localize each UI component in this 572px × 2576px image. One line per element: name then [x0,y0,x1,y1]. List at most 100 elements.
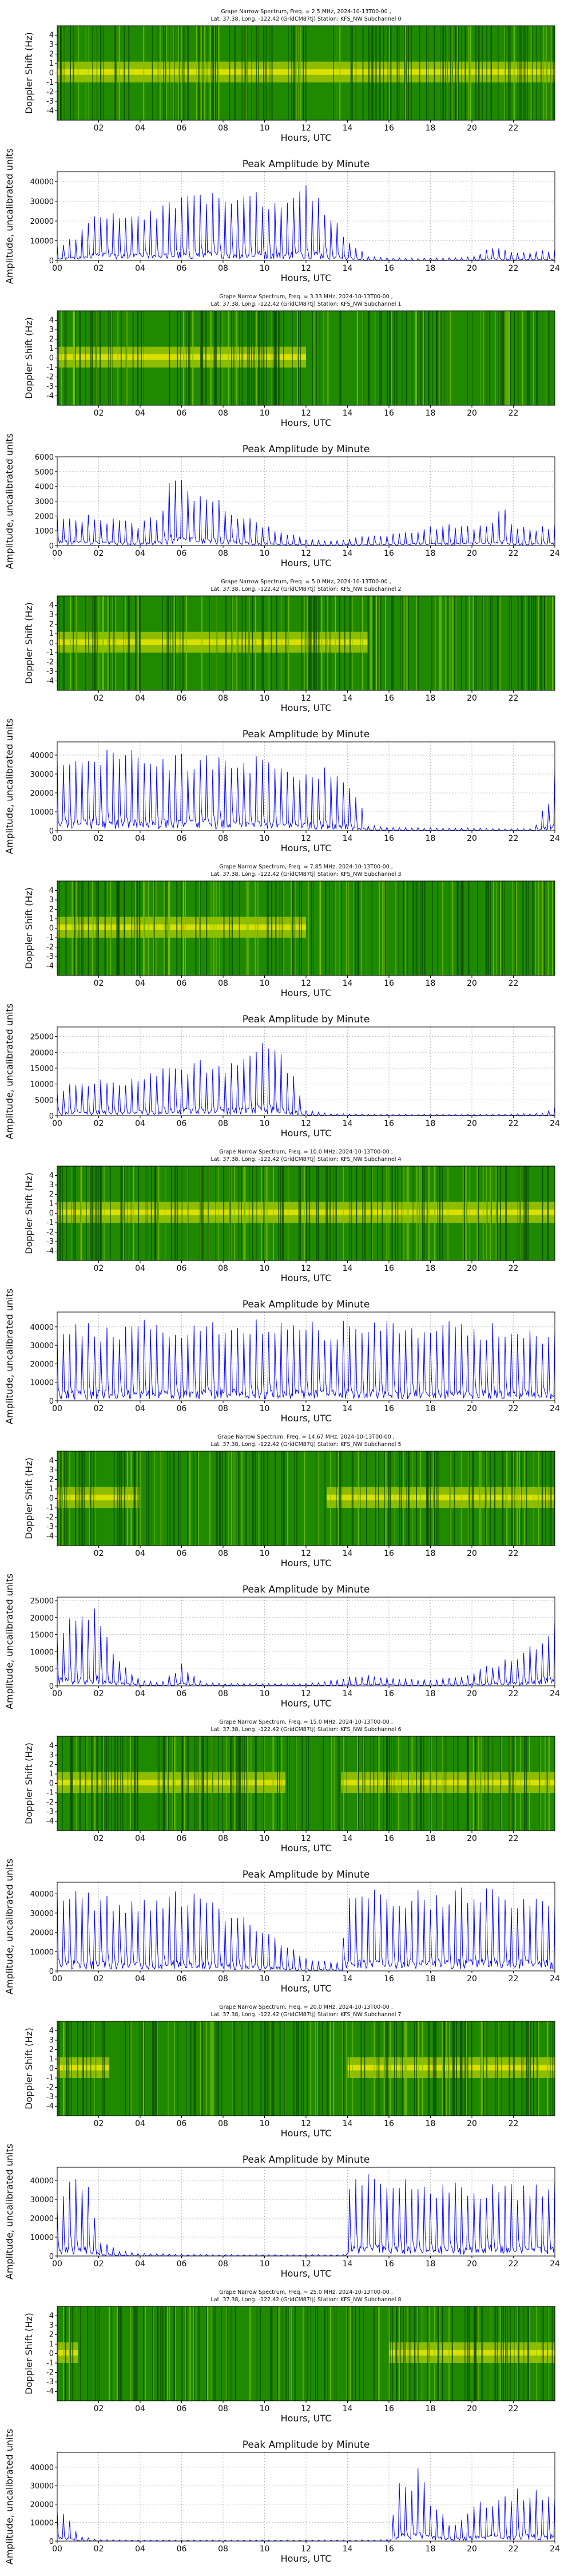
amplitude-x-tick: 12 [301,2259,311,2269]
amplitude-y-label: Amplitude, uncalibrated units [4,1859,15,1994]
amplitude-y-tick: 10000 [30,808,54,817]
spectrogram-x-tick: 20 [467,694,477,703]
amplitude-y-tick: 25000 [30,1033,54,1042]
spectrogram-title: Grape Narrow Spectrum, Freq. = 20.0 MHz,… [219,2004,393,2010]
amplitude-y-tick: 20000 [30,789,54,798]
spectrogram-signal-core [389,2349,555,2356]
spectrogram-y-label: Doppler Shift (Hz) [23,602,34,684]
spectrogram-y-tick: 4 [49,2027,54,2036]
spectrogram-x-tick: 20 [467,409,477,418]
spectrogram-stripes [58,1166,549,1261]
amplitude-x-tick: 06 [177,1119,187,1128]
spectrogram-x-tick: 16 [384,2404,394,2413]
amplitude-y-tick: 0 [49,542,54,551]
amplitude-x-tick: 16 [384,2545,394,2554]
amplitude-y-label: Amplitude, uncalibrated units [4,148,15,284]
amplitude-x-tick: 12 [301,264,311,273]
spectrogram-y-tick: 3 [49,41,54,49]
spectrogram-x-label: Hours, UTC [281,1558,332,1568]
spectrogram-x-tick: 14 [343,694,353,703]
amplitude-y-tick: 20000 [30,1929,54,1938]
amplitude-x-tick: 14 [343,2545,353,2554]
spectrogram-x-tick: 18 [426,2404,436,2413]
spectrogram-x-tick: 18 [426,979,436,988]
amplitude-y-tick: 30000 [30,2482,54,2491]
spectrogram-y-tick: -3 [46,1238,54,1246]
spectrogram-subtitle: Lat. 37.38, Long. -122.42 (GridCM87tj) S… [210,2012,401,2018]
amplitude-title: Peak Amplitude by Minute [243,2154,370,2166]
spectrogram-x-tick: 18 [426,694,436,703]
amplitude-x-label: Hours, UTC [281,2268,332,2279]
amplitude-x-tick: 06 [177,1974,187,1984]
amplitude-y-label: Amplitude, uncalibrated units [4,1289,15,1424]
amplitude-x-tick: 10 [260,1119,270,1128]
amplitude-title: Peak Amplitude by Minute [243,2439,370,2451]
spectrogram-x-label: Hours, UTC [281,2413,332,2424]
amplitude-x-tick: 00 [52,1974,62,1984]
spectrogram-y-tick: -4 [46,1532,54,1541]
spectrogram-signal-core [347,2064,555,2071]
amplitude-y-tick: 40000 [30,1890,54,1899]
spectrogram-x-tick: 06 [177,2404,187,2413]
spectrogram-x-tick: 14 [343,1264,353,1273]
amplitude-x-tick: 24 [550,264,560,273]
amplitude-x-tick: 16 [384,549,394,558]
amplitude-x-tick: 04 [135,1974,145,1984]
amplitude-x-tick: 04 [135,834,145,843]
spectrogram-x-tick: 22 [509,1264,519,1273]
spectrogram-y-label: Doppler Shift (Hz) [23,32,34,114]
amplitude-x-tick: 10 [260,834,270,843]
amplitude-title: Peak Amplitude by Minute [243,1299,370,1310]
spectrogram-y-tick: -2 [46,2084,54,2092]
amplitude-y-tick: 40000 [30,2464,54,2472]
amplitude-x-tick: 06 [177,1404,187,1413]
spectrogram-y-tick: 0 [49,2350,54,2358]
amplitude-x-tick: 20 [467,1404,477,1413]
spectrogram-y-tick: -4 [46,677,54,686]
spectrogram-title: Grape Narrow Spectrum, Freq. = 3.33 MHz,… [219,294,393,300]
spectrogram-x-tick: 04 [135,979,145,988]
spectrogram-stripes [58,311,550,405]
amplitude-x-tick: 22 [509,1689,519,1698]
spectrogram-x-tick: 16 [384,409,394,418]
amplitude-x-tick: 14 [343,1689,353,1698]
spectrogram-y-tick: -2 [46,373,54,382]
spectrogram-x-tick: 22 [509,2119,519,2128]
amplitude-y-tick: 5000 [35,1096,54,1105]
spectrogram-y-tick: 4 [49,2312,54,2321]
amplitude-y-tick: 30000 [30,771,54,779]
amplitude-x-tick: 02 [94,1119,104,1128]
amplitude-x-tick: 00 [52,2545,62,2554]
spectrogram-subtitle: Lat. 37.38, Long. -122.42 (GridCM87tj) S… [210,301,401,307]
amplitude-x-tick: 18 [426,1689,436,1698]
amplitude-y-tick: 0 [49,2538,54,2546]
spectrogram-y-label: Doppler Shift (Hz) [23,1457,34,1539]
spectrogram-x-tick: 14 [343,1834,353,1843]
spectrogram-y-tick: -1 [46,1504,54,1512]
spectrogram-y-tick: -4 [46,392,54,401]
spectrogram-x-tick: 16 [384,979,394,988]
spectrogram-panel-4: Grape Narrow Spectrum, Freq. = 10.0 MHz,… [23,1149,555,1283]
spectrogram-x-tick: 08 [218,1834,228,1843]
amplitude-x-tick: 16 [384,264,394,273]
spectrogram-x-tick: 04 [135,2119,145,2128]
amplitude-x-tick: 02 [94,264,104,273]
amplitude-panel-1: Peak Amplitude by Minute0100020003000400… [4,433,560,569]
amplitude-y-tick: 30000 [30,198,54,207]
amplitude-x-tick: 14 [343,1974,353,1984]
spectrogram-panel-5: Grape Narrow Spectrum, Freq. = 14.67 MHz… [23,1434,555,1568]
amplitude-y-tick: 15000 [30,1631,54,1640]
amplitude-y-tick: 20000 [30,1360,54,1369]
amplitude-x-tick: 14 [343,1119,353,1128]
amplitude-x-tick: 08 [218,264,228,273]
amplitude-y-tick: 0 [49,1397,54,1406]
spectrogram-y-tick: -2 [46,1799,54,1807]
spectrogram-x-tick: 20 [467,979,477,988]
spectrogram-x-tick: 06 [177,124,187,133]
amplitude-x-tick: 20 [467,264,477,273]
spectrogram-y-tick: -1 [46,1219,54,1227]
amplitude-y-tick: 40000 [30,752,54,760]
amplitude-x-tick: 02 [94,2545,104,2554]
amplitude-x-tick: 16 [384,1404,394,1413]
spectrogram-y-tick: 3 [49,1181,54,1190]
